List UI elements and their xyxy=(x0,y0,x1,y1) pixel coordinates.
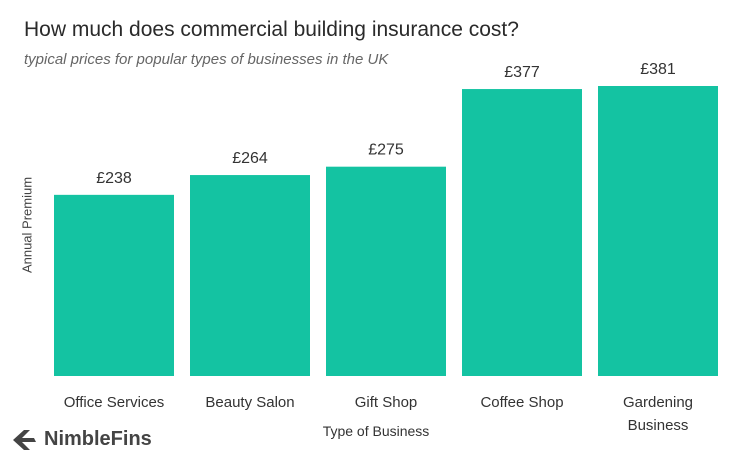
x-tick-label: Gardening xyxy=(623,394,693,411)
chevron-left-icon xyxy=(13,429,36,450)
data-label: £381 xyxy=(640,61,676,78)
x-tick-label: Coffee Shop xyxy=(480,394,563,411)
x-tick-label: Office Services xyxy=(64,394,165,411)
data-label: £275 xyxy=(368,142,404,159)
bar xyxy=(54,194,174,376)
x-tick-label: Gift Shop xyxy=(355,394,418,411)
data-label: £238 xyxy=(96,170,132,187)
bar xyxy=(598,86,718,376)
data-label: £264 xyxy=(232,150,268,167)
x-tick-label: Business xyxy=(628,417,689,434)
bar xyxy=(190,175,310,376)
data-label: £377 xyxy=(504,64,540,81)
chart-title: How much does commercial building insura… xyxy=(24,18,519,41)
bar xyxy=(462,89,582,376)
logo-text: NimbleFins xyxy=(44,428,152,450)
x-tick-label: Beauty Salon xyxy=(205,394,294,411)
chart-subtitle: typical prices for popular types of busi… xyxy=(24,51,389,68)
bar xyxy=(326,166,446,376)
x-axis-label: Type of Business xyxy=(322,423,430,439)
logo: NimbleFins xyxy=(12,428,152,451)
